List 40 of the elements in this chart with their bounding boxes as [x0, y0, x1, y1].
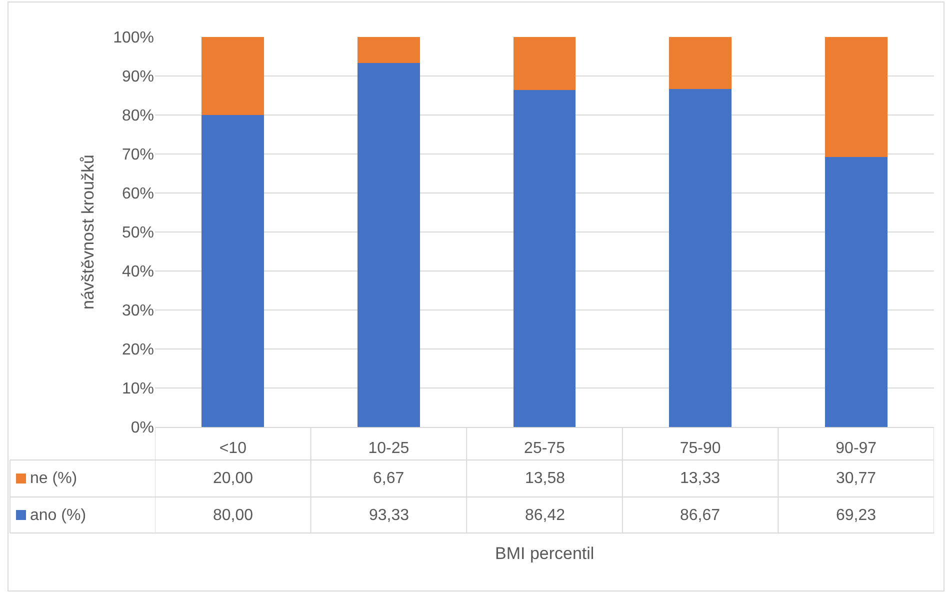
- data-label: 69,23: [836, 507, 876, 524]
- y-tick-label: 50%: [122, 224, 154, 242]
- y-tick-label: 20%: [122, 342, 154, 359]
- bar: [824, 37, 888, 157]
- text: BMI percentil: [495, 544, 594, 563]
- bar: [513, 90, 576, 427]
- y-tick-label: 90%: [122, 68, 154, 86]
- y-tick-label: 40%: [122, 264, 154, 281]
- x-tick-label: 90-97: [836, 440, 877, 458]
- bar: [669, 37, 732, 89]
- legend-label: ano (%): [30, 507, 86, 524]
- data-label: 20,00: [213, 470, 254, 487]
- bar: [824, 157, 888, 427]
- bar: [202, 115, 264, 427]
- data-label: 86,42: [525, 507, 566, 524]
- x-tick-label: 10-25: [368, 440, 410, 458]
- y-tick-label: 0%: [130, 420, 154, 437]
- data-label: 93,33: [369, 507, 410, 524]
- bar: [358, 63, 420, 427]
- data-label: 13,33: [680, 470, 720, 487]
- y-tick-label: 10%: [122, 380, 154, 398]
- data-label: 30,77: [836, 470, 876, 487]
- x-tick-label: 25-75: [524, 440, 566, 458]
- bar: [513, 37, 576, 90]
- y-tick-label: 70%: [122, 146, 154, 164]
- data-label: 6,67: [373, 470, 404, 487]
- x-tick-label: 75-90: [680, 440, 721, 458]
- bar: [202, 37, 264, 115]
- data-label: 13,58: [525, 470, 566, 487]
- x-tick-label: <10: [219, 440, 247, 458]
- y-axis-title: návštěvnost kroužků: [78, 154, 98, 310]
- data-label: 80,00: [213, 507, 254, 524]
- y-tick-label: 60%: [122, 186, 154, 203]
- y-tick-label: 30%: [122, 302, 154, 320]
- y-tick-label: 100%: [113, 30, 154, 47]
- legend-label: ne (%): [30, 470, 78, 487]
- bar: [358, 37, 420, 64]
- data-label: 86,67: [680, 507, 720, 524]
- y-tick-label: 80%: [122, 108, 154, 125]
- bar: [669, 88, 732, 427]
